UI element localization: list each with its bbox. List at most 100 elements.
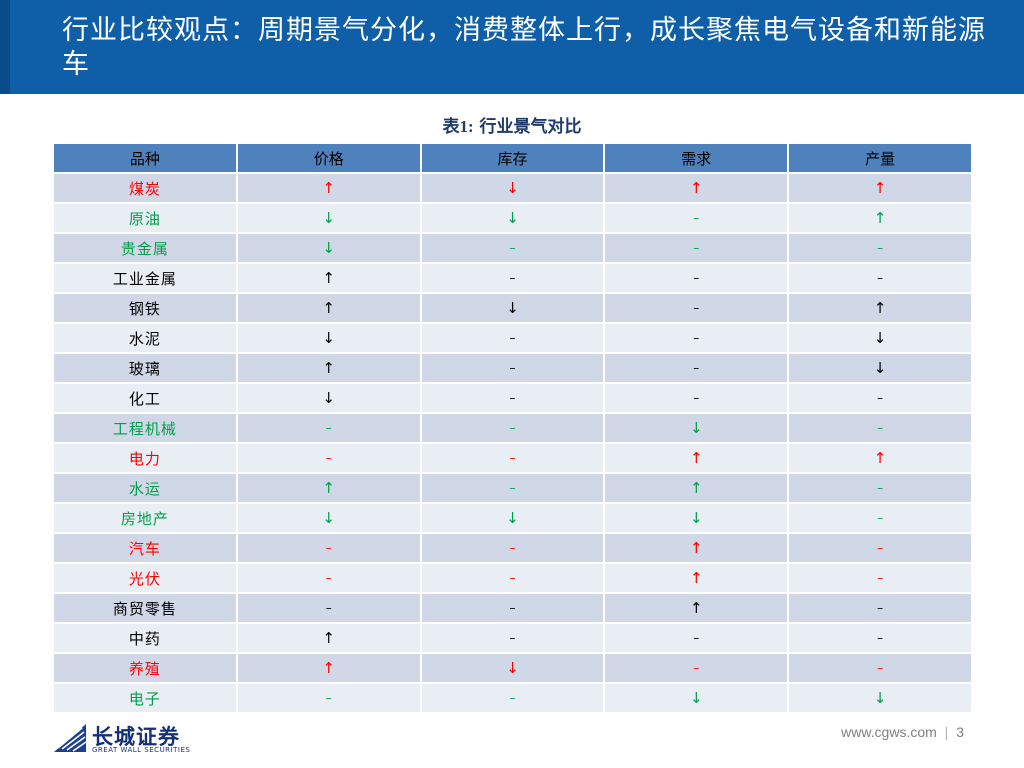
cell-price: ↑ (235, 262, 422, 294)
table-row: 电力 – – ↑ ↑ (52, 442, 973, 474)
cell-demand: ↑ (603, 592, 790, 624)
table-row: 贵金属 ↓ – – – (52, 232, 973, 264)
cell-output: – (787, 652, 973, 684)
cell-demand: – (603, 292, 790, 324)
table-row: 养殖 ↑ ↓ – – (52, 652, 973, 684)
table-row: 煤炭 ↑ ↓ ↑ ↑ (52, 172, 973, 204)
cell-output: – (787, 382, 973, 414)
table-caption-colon: : (467, 117, 474, 136)
cell-inventory: – (419, 442, 606, 474)
cell-inventory: – (419, 682, 606, 714)
row-label: 玻璃 (52, 352, 238, 384)
cell-demand: ↑ (603, 562, 790, 594)
cell-price: ↓ (235, 232, 422, 264)
column-header-price: 价格 (235, 142, 422, 174)
row-label: 商贸零售 (52, 592, 238, 624)
cell-output: ↑ (787, 202, 973, 234)
table-caption-text: 行业景气对比 (473, 117, 582, 137)
cell-price: ↓ (235, 322, 422, 354)
cell-inventory: – (419, 562, 606, 594)
row-label: 贵金属 (52, 232, 238, 264)
title-bar: 行业比较观点：周期景气分化，消费整体上行，成长聚焦电气设备和新能源车 (0, 0, 1024, 94)
page-title: 行业比较观点：周期景气分化，消费整体上行，成长聚焦电气设备和新能源车 (62, 15, 986, 80)
cell-price: – (235, 682, 422, 714)
cell-demand: – (603, 322, 790, 354)
footer-info: www.cgws.com | 3 (841, 724, 964, 740)
table-row: 化工 ↓ – – – (52, 382, 973, 414)
row-label: 煤炭 (52, 172, 238, 204)
table-row: 水运 ↑ – ↑ – (52, 472, 973, 504)
row-label: 养殖 (52, 652, 238, 684)
table-header-row: 品种 价格 库存 需求 产量 (52, 142, 973, 174)
cell-price: ↑ (235, 652, 422, 684)
cell-output: ↓ (787, 682, 973, 714)
logo-name-en: GREAT WALL SECURITIES (92, 746, 191, 754)
footer-separator: | (944, 724, 949, 740)
cell-inventory: – (419, 232, 606, 264)
cell-price: ↑ (235, 292, 422, 324)
cell-inventory: – (419, 262, 606, 294)
row-label: 电力 (52, 442, 238, 474)
cell-output: – (787, 592, 973, 624)
cell-inventory: – (419, 592, 606, 624)
table-row: 水泥 ↓ – – ↓ (52, 322, 973, 354)
table-row: 钢铁 ↑ ↓ – ↑ (52, 292, 973, 324)
cell-demand: – (603, 232, 790, 264)
cell-demand: ↓ (603, 682, 790, 714)
cell-output: ↑ (787, 172, 973, 204)
cell-output: ↑ (787, 442, 973, 474)
table-caption-number: 表1 (442, 117, 468, 136)
row-label: 化工 (52, 382, 238, 414)
cell-demand: ↓ (603, 412, 790, 444)
cell-price: ↑ (235, 622, 422, 654)
row-label: 工程机械 (52, 412, 238, 444)
column-header-output: 产量 (787, 142, 973, 174)
table-row: 玻璃 ↑ – – ↓ (52, 352, 973, 384)
cell-output: – (787, 472, 973, 504)
table-row: 工业金属 ↑ – – – (52, 262, 973, 294)
row-label: 水泥 (52, 322, 238, 354)
cell-output: – (787, 412, 973, 444)
table-row: 汽车 – – ↑ – (52, 532, 973, 564)
cell-price: – (235, 442, 422, 474)
cell-demand: – (603, 622, 790, 654)
table-body: 煤炭 ↑ ↓ ↑ ↑ 原油 ↓ ↓ – ↑ 贵金属 ↓ – – – 工业金属 ↑ – – – 钢铁 ↑ ↓ – ↑ 水泥 ↓ – – ↓ 玻… (52, 172, 973, 714)
table-row: 房地产 ↓ ↓ ↓ – (52, 502, 973, 534)
cell-output: – (787, 532, 973, 564)
cell-inventory: – (419, 412, 606, 444)
row-label: 水运 (52, 472, 238, 504)
table-row: 中药 ↑ – – – (52, 622, 973, 654)
cell-price: ↓ (235, 382, 422, 414)
table-row: 工程机械 – – ↓ – (52, 412, 973, 444)
cell-output: ↑ (787, 292, 973, 324)
cell-demand: ↑ (603, 472, 790, 504)
cell-inventory: ↓ (419, 292, 606, 324)
column-header-demand: 需求 (603, 142, 790, 174)
cell-demand: ↑ (603, 172, 790, 204)
cell-inventory: – (419, 622, 606, 654)
cell-price: ↑ (235, 172, 422, 204)
table-row: 商贸零售 – – ↑ – (52, 592, 973, 624)
table-row: 原油 ↓ ↓ – ↑ (52, 202, 973, 234)
footer-url[interactable]: www.cgws.com (841, 724, 937, 740)
row-label: 中药 (52, 622, 238, 654)
cell-demand: – (603, 262, 790, 294)
cell-demand: – (603, 352, 790, 384)
cell-demand: – (603, 202, 790, 234)
cell-demand: – (603, 652, 790, 684)
logo-name-cn: 长城证券 (92, 724, 180, 749)
cell-inventory: – (419, 472, 606, 504)
row-label: 钢铁 (52, 292, 238, 324)
page-number: 3 (956, 724, 964, 740)
cell-demand: ↓ (603, 502, 790, 534)
column-header-name: 品种 (52, 142, 238, 174)
cell-inventory: – (419, 532, 606, 564)
cell-output: ↓ (787, 352, 973, 384)
row-label: 工业金属 (52, 262, 238, 294)
cell-output: ↓ (787, 322, 973, 354)
row-label: 电子 (52, 682, 238, 714)
row-label: 原油 (52, 202, 238, 234)
cell-output: – (787, 502, 973, 534)
cell-inventory: ↓ (419, 652, 606, 684)
cell-inventory: ↓ (419, 502, 606, 534)
